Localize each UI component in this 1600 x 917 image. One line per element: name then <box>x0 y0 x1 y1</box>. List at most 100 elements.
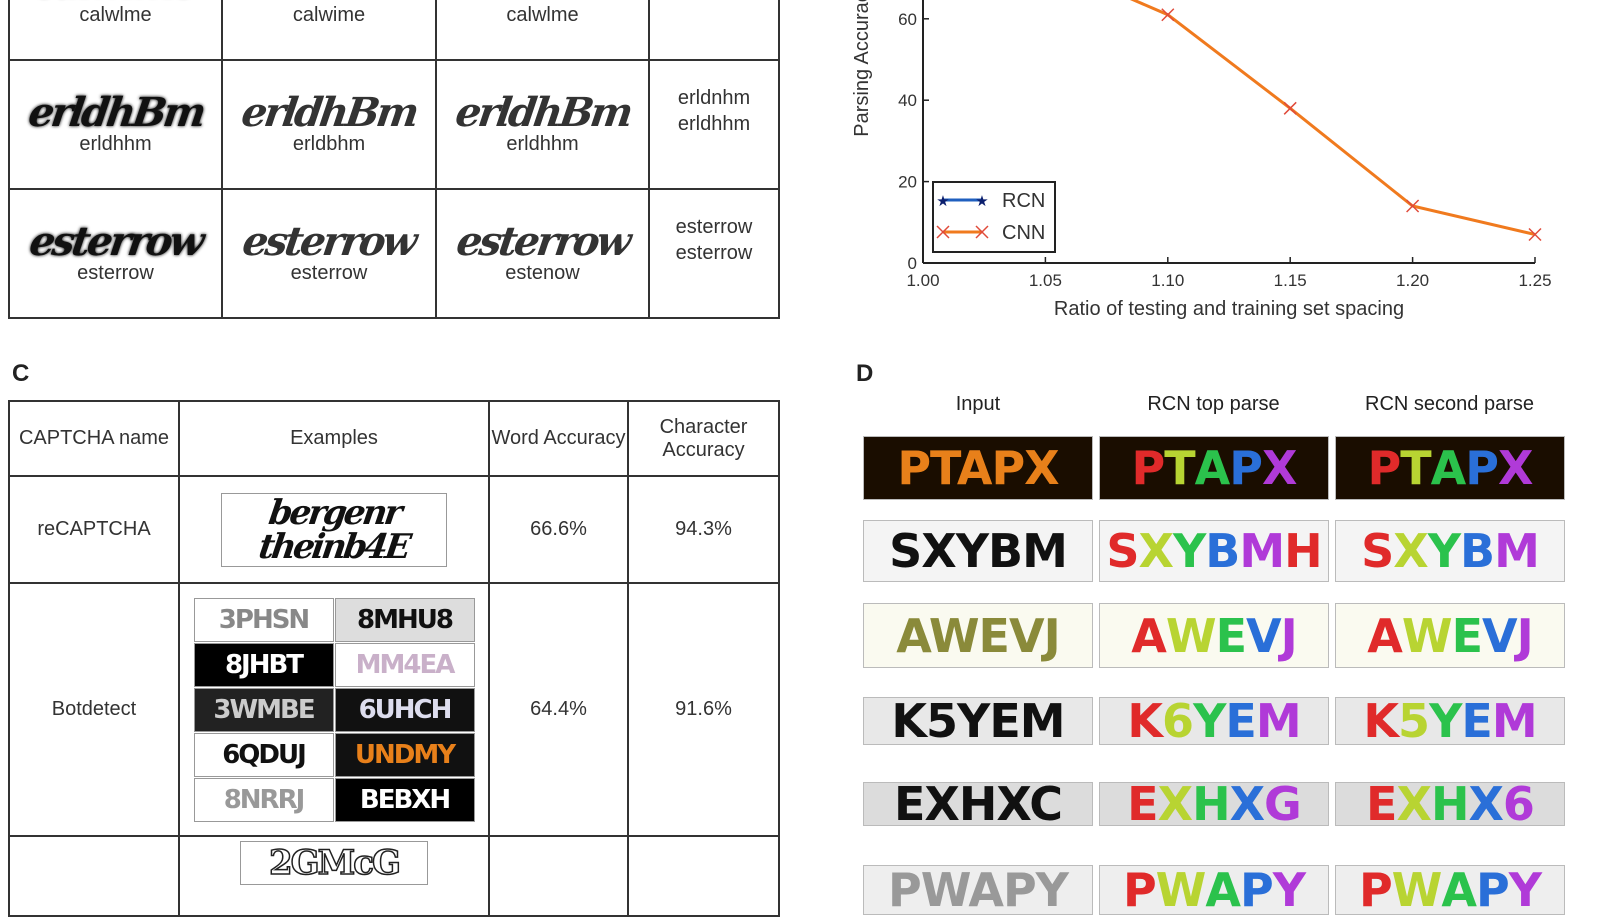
captcha-example-image: BEBXH <box>334 777 475 822</box>
top-parse-cell: esterrow esterrow <box>221 188 437 319</box>
captcha-name: reCAPTCHA <box>8 475 180 584</box>
input-captcha-image: K5YEM <box>863 697 1093 745</box>
word-accuracy: 64.4% <box>488 582 629 837</box>
parsed-letter: G <box>1264 782 1302 826</box>
table-row: reCAPTCHA bergenr theinb4E 66.6% 94.3% <box>8 475 780 584</box>
legend-box <box>932 181 1056 253</box>
parsed-letter: X <box>1138 524 1174 578</box>
parsed-letter: H <box>1430 782 1469 826</box>
x-marker-icon <box>975 225 989 239</box>
captcha-example-image: 6QDUJ <box>193 732 334 777</box>
parsed-letter: A <box>1131 608 1167 663</box>
parse-label: erldbhm <box>292 133 366 155</box>
header-rcn-second-parse: RCN second parse <box>1365 393 1534 415</box>
legend-rcn-label: RCN <box>1002 190 1045 212</box>
second-parse-cell: calwlmecalwlme <box>435 0 650 61</box>
captcha-image: esterrow <box>26 218 205 265</box>
guesses-cell: calwlme <box>648 0 780 61</box>
parsed-letter: E <box>1451 608 1483 663</box>
parsed-letter: P <box>1476 865 1510 915</box>
parse-label: erldhhm <box>79 133 152 155</box>
cnn-data-point <box>1161 8 1175 22</box>
parsed-letter: T <box>1164 441 1195 495</box>
x-tick-label: 1.25 <box>1518 271 1551 290</box>
parse-label: calwlme <box>79 4 152 26</box>
legend-cnn-label: CNN <box>1002 222 1045 244</box>
x-axis-label: Ratio of testing and training set spacin… <box>1054 298 1404 320</box>
cnn-data-point <box>1406 199 1420 213</box>
parsed-letter: J <box>1280 608 1298 663</box>
x-tick-label: 1.00 <box>906 271 939 290</box>
parsed-letter: X <box>1468 782 1503 826</box>
parse-label: esterrow <box>290 262 368 284</box>
table-row: 2GMcG <box>8 835 780 917</box>
parsed-letter: E <box>1366 782 1397 826</box>
table-row: Botdetect 3PHSN 8MHU8 8JHBT MM4EA 3WMBE 6UHCH… <box>8 582 780 837</box>
parsed-letter: X <box>1396 782 1431 826</box>
top-parse-cell: calwimecalwime <box>221 0 437 61</box>
captcha-name <box>8 835 180 917</box>
parsed-letter: X <box>1229 782 1265 826</box>
cnn-data-point <box>1283 101 1297 115</box>
parse-label: esterrow <box>77 262 154 284</box>
parsed-letter: P <box>1465 441 1499 495</box>
y-tick-label: 20 <box>898 173 917 192</box>
guess-label: esterrow <box>675 242 753 264</box>
input-cell: erldhBm erldhhm <box>8 59 223 190</box>
captcha-example-image: 3WMBE <box>193 687 334 732</box>
parsed-letter: A <box>1205 865 1241 915</box>
parsed-letter: W <box>1401 608 1453 663</box>
parsed-letter: M <box>1491 697 1538 745</box>
character-accuracy <box>627 835 780 917</box>
captcha-image: esterrow <box>240 218 418 265</box>
parsed-letter: W <box>1165 608 1217 663</box>
parsed-letter: B <box>1460 524 1495 578</box>
examples-cell: 2GMcG <box>178 835 490 917</box>
panel-d-label: D <box>856 360 874 387</box>
parsed-letter: Y <box>1193 697 1226 745</box>
y-tick-label: 40 <box>898 91 917 110</box>
parse-label: erldhhm <box>506 133 579 155</box>
character-accuracy: 94.3% <box>627 475 780 584</box>
parsed-letter: B <box>1205 524 1240 578</box>
parse-label: calwime <box>292 4 366 26</box>
input-captcha-image: PWAPY <box>863 865 1093 915</box>
parsed-letter: E <box>1225 697 1256 745</box>
parsed-letter: P <box>1240 865 1274 915</box>
parsed-letter: M <box>1255 697 1302 745</box>
top-parse-cell: erldhBm erldbhm <box>221 59 437 190</box>
parsed-letter: E <box>1461 697 1492 745</box>
x-tick-label: 1.10 <box>1151 271 1184 290</box>
guess-label: esterrow <box>675 216 753 238</box>
table-row: esterrow esterrow esterrow esterrow esterrow… <box>8 188 780 319</box>
parsed-letter: W <box>1391 865 1443 915</box>
parsed-letter: E <box>1127 782 1158 826</box>
parsed-letter: T <box>1400 441 1431 495</box>
input-captcha-image: SXYBM <box>863 520 1093 582</box>
parsed-letter: P <box>1229 441 1263 495</box>
parsed-letter: W <box>1155 865 1207 915</box>
guesses-cell: erldnhm erldhhm <box>648 59 780 190</box>
parsed-letter: S <box>1361 524 1394 578</box>
parsed-letter: 5 <box>1398 697 1430 745</box>
captcha-example-image: bergenr <box>266 492 402 533</box>
x-tick-label: 1.20 <box>1396 271 1429 290</box>
parsed-letter: X <box>1393 524 1428 578</box>
guess-label: erldhhm <box>677 113 751 135</box>
captcha-example-image: theinb4E <box>256 526 412 567</box>
captcha-image: erldhBm <box>25 89 206 136</box>
x-tick-label: 1.05 <box>1029 271 1062 290</box>
examples-cell: bergenr theinb4E <box>178 475 490 584</box>
panel-c-label: C <box>12 360 30 387</box>
parsed-letter: H <box>1192 782 1230 826</box>
parsed-letter: Y <box>1508 865 1542 915</box>
parse-label: calwlme <box>506 4 579 26</box>
